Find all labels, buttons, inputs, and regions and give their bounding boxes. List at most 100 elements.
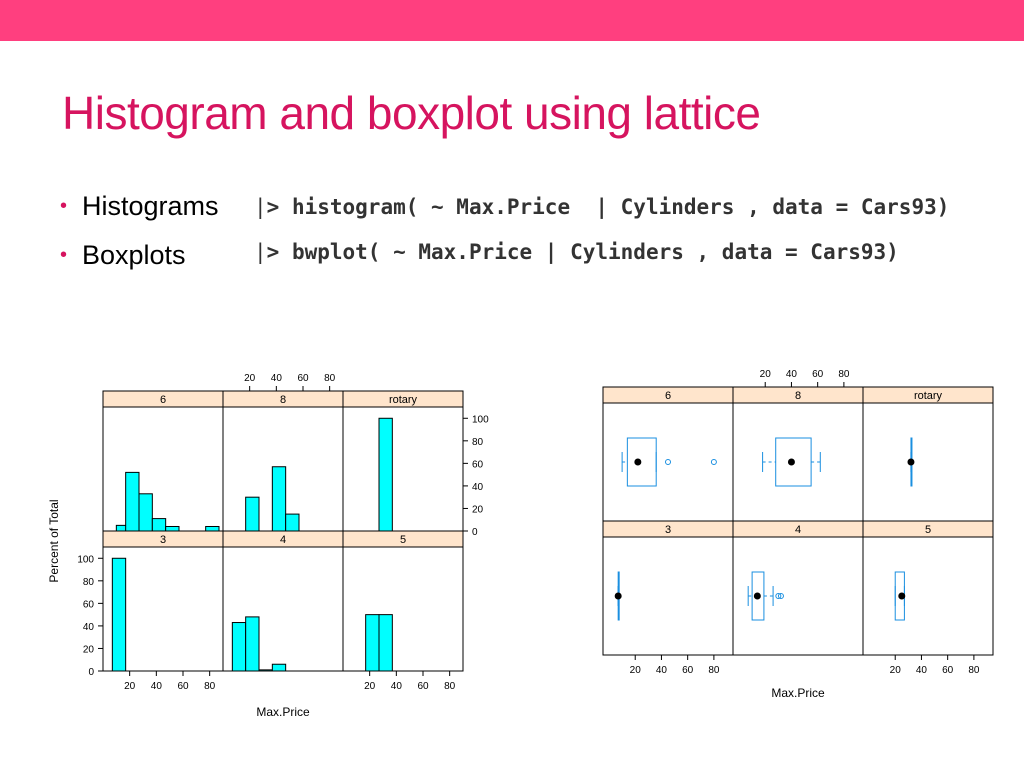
- median-dot: [753, 592, 761, 600]
- box: [751, 571, 765, 621]
- outlier-point: [777, 593, 784, 599]
- hist-bar: [151, 518, 167, 532]
- y-axis-label: Percent of Total: [47, 499, 61, 582]
- panel-frame: [102, 390, 224, 532]
- cursor-icon: |: [254, 195, 267, 219]
- y-tick-label: 0: [472, 527, 478, 538]
- y-tick-label: 80: [83, 577, 95, 588]
- panel-strip: [862, 386, 994, 404]
- panel-strip: [342, 390, 464, 408]
- y-tick-label: 60: [83, 599, 95, 610]
- code-text: > histogram( ~ Max.Price | Cylinders , d…: [266, 195, 950, 219]
- histogram-code: |> histogram( ~ Max.Price | Cylinders , …: [254, 195, 949, 219]
- x-tick-label: 40: [786, 369, 798, 380]
- median-dot: [614, 592, 622, 600]
- code-text: > bwplot( ~ Max.Price | Cylinders , data…: [266, 240, 899, 264]
- hist-bar: [271, 466, 287, 532]
- panel-label: 5: [400, 534, 406, 546]
- x-tick-label: 40: [151, 681, 163, 692]
- x-tick-label: 60: [417, 681, 429, 692]
- bullet-histograms: • Histograms: [60, 186, 219, 226]
- median-dot: [634, 458, 642, 466]
- boxplot-svg: 6 8 rotary 3 4 5 20 20 20 40 40 40 60 60 60 80 80 80 Max.P…: [602, 369, 994, 700]
- panel-label: 3: [665, 524, 671, 536]
- x-tick-label: 60: [942, 665, 954, 676]
- panel-frame: [602, 520, 734, 656]
- panel-label: 8: [280, 394, 286, 406]
- outlier-point: [665, 459, 671, 465]
- hist-bar: [111, 557, 127, 672]
- y-tick-label: 20: [83, 644, 95, 655]
- boxplot-lattice: 6 8 rotary 3 4 5 20 20 20 40 40 40 60 60 60 80 80 80 Max.P…: [590, 360, 1010, 715]
- x-tick-label: 80: [968, 665, 980, 676]
- panel-label: rotary: [914, 390, 943, 402]
- x-tick-label: 80: [324, 373, 336, 384]
- hist-bar: [245, 496, 260, 532]
- x-tick-label: 20: [890, 665, 902, 676]
- panel-frame: [862, 386, 994, 522]
- panel-label: 3: [160, 534, 166, 546]
- y-tick-label: 60: [472, 459, 484, 470]
- outlier-point: [775, 593, 782, 599]
- box: [775, 437, 812, 487]
- y-tick-label: 40: [472, 482, 484, 493]
- panel-label: 4: [795, 524, 801, 536]
- median-dot: [898, 592, 906, 600]
- histogram-lattice: 6 8 rotary 3 4 5 20 20 20 40 40 40 60 60 60 80 80 80 0 0 20 2…: [40, 360, 500, 735]
- hist-bar: [245, 616, 260, 672]
- x-tick-label: 40: [916, 665, 928, 676]
- hist-bar: [231, 622, 247, 672]
- y-tick-label: 80: [472, 437, 484, 448]
- y-tick-label: 40: [83, 622, 95, 633]
- outlier-point: [710, 459, 717, 465]
- x-tick-label: 20: [124, 681, 136, 692]
- hist-bar: [138, 493, 153, 532]
- panel-label: 4: [280, 534, 286, 546]
- bullet-label: Histograms: [82, 190, 219, 221]
- hist-bar: [205, 525, 220, 532]
- x-tick-label: 40: [271, 373, 283, 384]
- bullet-boxplots: • Boxplots: [60, 235, 186, 275]
- hist-bar: [271, 663, 287, 672]
- x-tick-label: 20: [364, 681, 376, 692]
- panel-frame: [342, 390, 464, 532]
- x-tick-label: 60: [177, 681, 189, 692]
- y-tick-label: 20: [472, 504, 484, 515]
- x-tick-label: 20: [760, 369, 772, 380]
- top-accent-bar: [0, 0, 1024, 41]
- panel-label: 6: [160, 394, 166, 406]
- x-tick-label: 60: [682, 665, 694, 676]
- hist-bar: [258, 669, 273, 672]
- panel-label: rotary: [389, 394, 418, 406]
- hist-bar: [125, 471, 140, 532]
- median-dot: [787, 458, 795, 466]
- panel-strip: [342, 530, 464, 548]
- x-tick-label: 60: [297, 373, 309, 384]
- x-tick-label: 20: [244, 373, 256, 384]
- x-tick-label: 60: [812, 369, 824, 380]
- cursor-icon: |: [254, 240, 267, 264]
- x-tick-label: 80: [838, 369, 850, 380]
- box: [626, 437, 657, 487]
- panel-label: 5: [925, 524, 931, 536]
- hist-bar: [378, 417, 393, 532]
- x-axis-label: Max.Price: [771, 686, 825, 700]
- panel-frame: [862, 520, 994, 656]
- y-tick-label: 0: [88, 667, 94, 678]
- hist-bar: [165, 525, 180, 532]
- y-tick-label: 100: [472, 414, 489, 425]
- x-tick-label: 80: [444, 681, 456, 692]
- bwplot-code: |> bwplot( ~ Max.Price | Cylinders , dat…: [254, 240, 899, 264]
- hist-bar: [378, 614, 393, 672]
- x-tick-label: 80: [708, 665, 720, 676]
- x-tick-label: 80: [204, 681, 216, 692]
- panel-label: 8: [795, 390, 801, 402]
- panel-frame: [732, 386, 864, 522]
- x-axis-label: Max.Price: [256, 705, 310, 719]
- panel-frame: [342, 530, 464, 672]
- hist-bar: [365, 614, 380, 672]
- panel-strip: [862, 520, 994, 538]
- median-dot: [907, 458, 915, 466]
- panel-label: 6: [665, 390, 671, 402]
- hist-bar: [285, 513, 300, 532]
